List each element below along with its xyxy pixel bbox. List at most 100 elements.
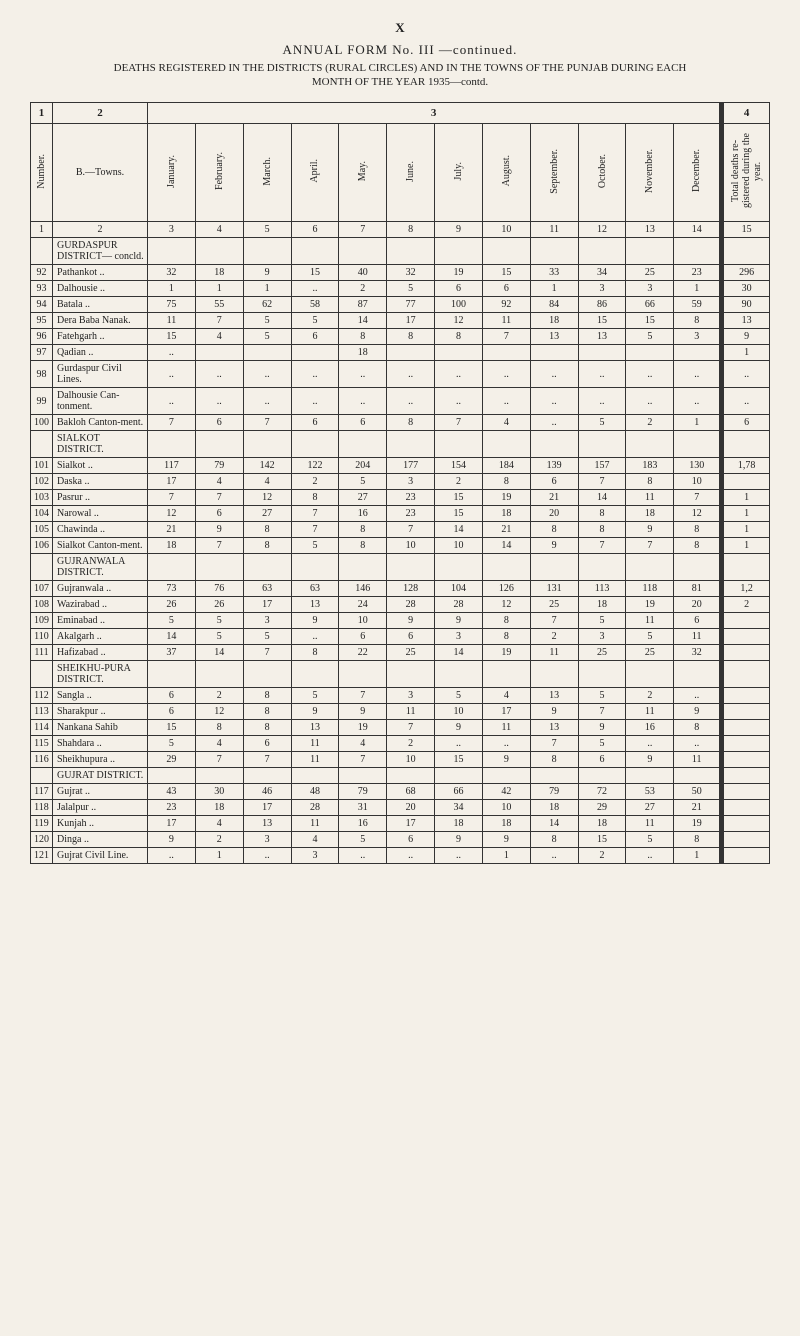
data-cell: 16 [626, 720, 674, 736]
data-cell: 139 [530, 458, 578, 474]
hdr-towns: B.—Towns. [53, 124, 148, 222]
table-row: 116Sheikhupura ..29771171015986911 [31, 752, 770, 768]
data-cell: .. [435, 388, 483, 415]
data-cell: 8 [339, 329, 387, 345]
data-cell: 86 [578, 297, 626, 313]
data-cell: .. [339, 848, 387, 864]
data-cell: 5 [291, 538, 339, 554]
table-row: 102Daska ..17442532867810 [31, 474, 770, 490]
data-cell: 4 [291, 832, 339, 848]
data-cell [722, 645, 770, 661]
data-cell: .. [148, 388, 196, 415]
data-cell: 27 [626, 800, 674, 816]
cell [339, 238, 387, 265]
data-cell [722, 613, 770, 629]
data-cell: 6 [578, 752, 626, 768]
data-cell: 81 [674, 581, 722, 597]
data-cell: 55 [195, 297, 243, 313]
data-cell: 25 [626, 265, 674, 281]
data-cell: 63 [291, 581, 339, 597]
data-cell: 8 [482, 474, 530, 490]
data-cell: 13 [530, 720, 578, 736]
data-cell: 72 [578, 784, 626, 800]
row-number: 95 [31, 313, 53, 329]
town-name: Chawinda .. [53, 522, 148, 538]
table-row: 108Wazirabad ..2626171324282812251819202 [31, 597, 770, 613]
data-cell: 131 [530, 581, 578, 597]
data-cell: .. [195, 361, 243, 388]
data-cell: 20 [530, 506, 578, 522]
table-row: 100Bakloh Canton-ment.76766874..5216 [31, 415, 770, 431]
data-cell: 48 [291, 784, 339, 800]
data-cell: 13 [530, 329, 578, 345]
data-cell: 79 [530, 784, 578, 800]
data-cell: 9 [674, 704, 722, 720]
table-row: 103Pasrur ..771282723151921141171 [31, 490, 770, 506]
data-cell: 1 [243, 281, 291, 297]
data-cell: 32 [674, 645, 722, 661]
cell [148, 768, 196, 784]
data-cell: 17 [148, 474, 196, 490]
data-cell: 113 [578, 581, 626, 597]
data-cell: 18 [148, 538, 196, 554]
cell [435, 431, 483, 458]
cell [339, 661, 387, 688]
data-cell: 16 [339, 506, 387, 522]
data-cell [722, 474, 770, 490]
data-cell: 33 [530, 265, 578, 281]
data-cell: 19 [339, 720, 387, 736]
data-cell: .. [435, 848, 483, 864]
town-name: Sialkot .. [53, 458, 148, 474]
table-row: 112Sangla ..628573541352.. [31, 688, 770, 704]
data-cell [722, 704, 770, 720]
table-row: 98Gurdaspur Civil Lines.................… [31, 361, 770, 388]
town-name: Daska .. [53, 474, 148, 490]
cell [722, 238, 770, 265]
table-row: 94Batala ..755562588777100928486665990 [31, 297, 770, 313]
data-cell: .. [722, 388, 770, 415]
cell [31, 768, 53, 784]
data-cell: 10 [387, 752, 435, 768]
data-cell: .. [243, 361, 291, 388]
subtitle-1: DEATHS REGISTERED IN THE DISTRICTS (RURA… [30, 62, 770, 74]
data-cell: 5 [291, 688, 339, 704]
data-cell: 84 [530, 297, 578, 313]
data-cell: 5 [578, 688, 626, 704]
data-cell: 13 [578, 329, 626, 345]
data-cell: 15 [148, 720, 196, 736]
data-cell: 19 [674, 816, 722, 832]
data-cell: 1 [722, 506, 770, 522]
data-cell: 5 [195, 613, 243, 629]
cell [530, 431, 578, 458]
data-cell: 183 [626, 458, 674, 474]
data-cell: 63 [243, 581, 291, 597]
row-number: 114 [31, 720, 53, 736]
row-number: 102 [31, 474, 53, 490]
data-cell: .. [722, 361, 770, 388]
data-cell: 17 [243, 800, 291, 816]
table-row: 99Dalhousie Can-tonment.................… [31, 388, 770, 415]
data-cell: 1 [195, 281, 243, 297]
data-cell: 2 [530, 629, 578, 645]
data-cell: 5 [578, 736, 626, 752]
data-cell: 59 [674, 297, 722, 313]
data-cell: 8 [243, 688, 291, 704]
data-cell: 9 [435, 832, 483, 848]
row-number: 115 [31, 736, 53, 752]
data-cell: 7 [195, 490, 243, 506]
data-cell: .. [291, 388, 339, 415]
data-cell: 130 [674, 458, 722, 474]
data-cell: 66 [435, 784, 483, 800]
town-name: Kunjah .. [53, 816, 148, 832]
data-cell: .. [148, 345, 196, 361]
hdr-jun: June. [387, 124, 435, 222]
cell [195, 661, 243, 688]
town-name: Dalhousie Can-tonment. [53, 388, 148, 415]
table-row: 113Sharakpur ..61289911101797119 [31, 704, 770, 720]
data-cell: 18 [482, 816, 530, 832]
data-cell: 17 [387, 313, 435, 329]
town-name: Shahdara .. [53, 736, 148, 752]
cell [435, 238, 483, 265]
data-cell: 11 [291, 752, 339, 768]
cell [339, 768, 387, 784]
